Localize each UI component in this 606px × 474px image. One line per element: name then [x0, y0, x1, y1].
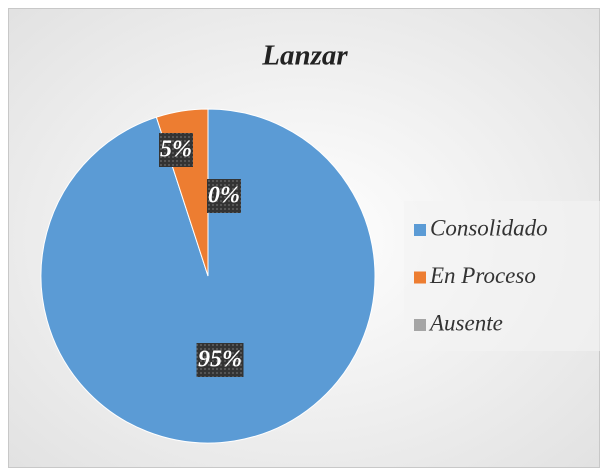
data-label-bg: [196, 343, 244, 377]
legend-label: Ausente: [428, 310, 503, 335]
legend-box: [404, 201, 600, 351]
data-label-bg: [159, 133, 193, 167]
legend-label: Consolidado: [430, 215, 548, 240]
chart-title: Lanzar: [261, 40, 348, 72]
data-label-bg: [207, 179, 241, 213]
data-label: 0%: [208, 183, 240, 209]
data-label: 5%: [160, 137, 192, 163]
legend-swatch: [414, 319, 426, 331]
data-label: 95%: [198, 347, 242, 373]
legend-swatch: [414, 224, 426, 236]
legend-swatch: [414, 271, 426, 284]
legend-label: En Proceso: [429, 263, 536, 288]
